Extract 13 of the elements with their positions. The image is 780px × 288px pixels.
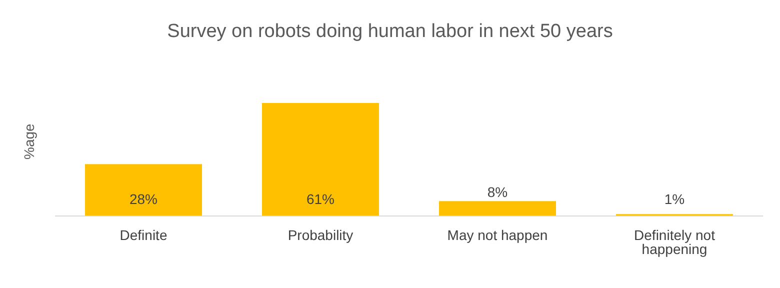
data-label: 28%	[129, 191, 158, 207]
y-axis-title: %age	[20, 123, 37, 160]
bar	[85, 164, 202, 216]
data-label: 8%	[487, 184, 508, 200]
bar	[262, 103, 379, 216]
x-tick-label: Definite	[120, 226, 168, 243]
x-tick-label: Definitely not happening	[634, 226, 716, 257]
data-label: 1%	[664, 191, 685, 207]
x-tick-label: Probability	[288, 226, 354, 243]
data-label: 61%	[306, 191, 335, 207]
chart-title: Survey on robots doing human labor in next 50 years	[166, 20, 614, 44]
bar	[439, 201, 556, 216]
x-tick-label: May not happen	[447, 226, 548, 243]
